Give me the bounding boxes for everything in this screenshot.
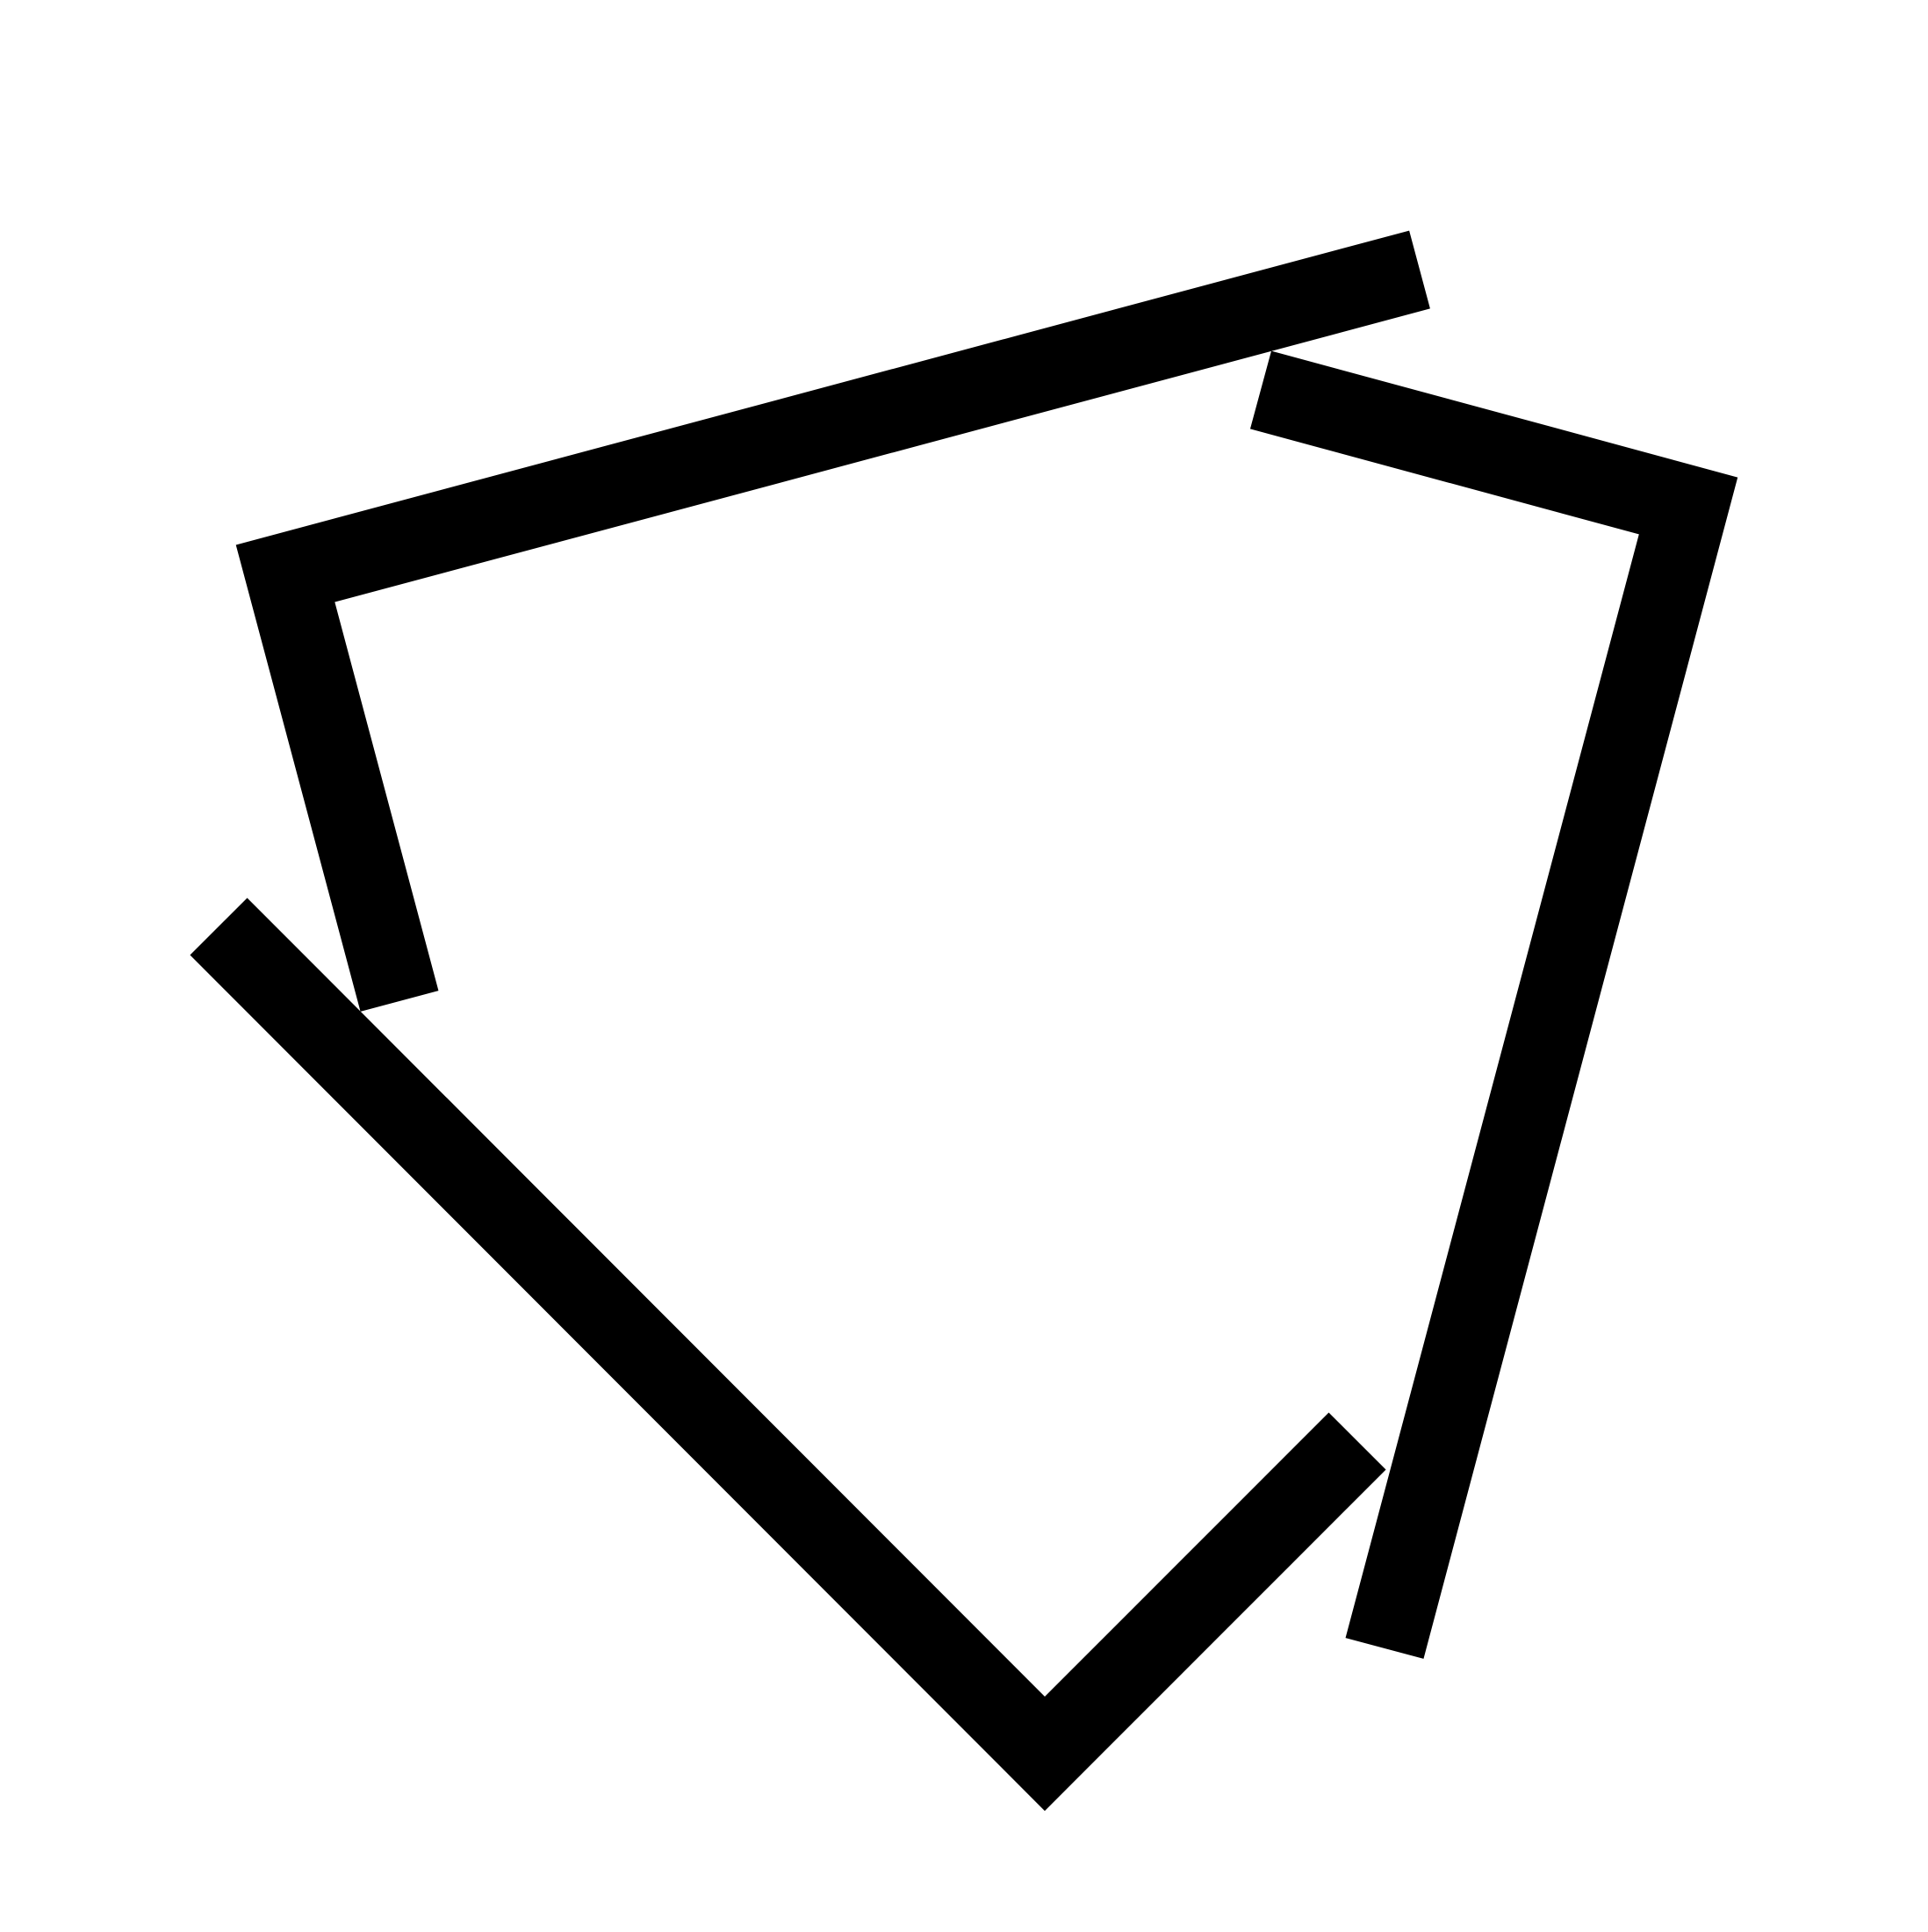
stroke-bottom-chevron bbox=[190, 898, 1386, 1812]
stroke-right-bracket bbox=[1249, 350, 1738, 1659]
stroke-top-left-bracket bbox=[235, 230, 1430, 1012]
